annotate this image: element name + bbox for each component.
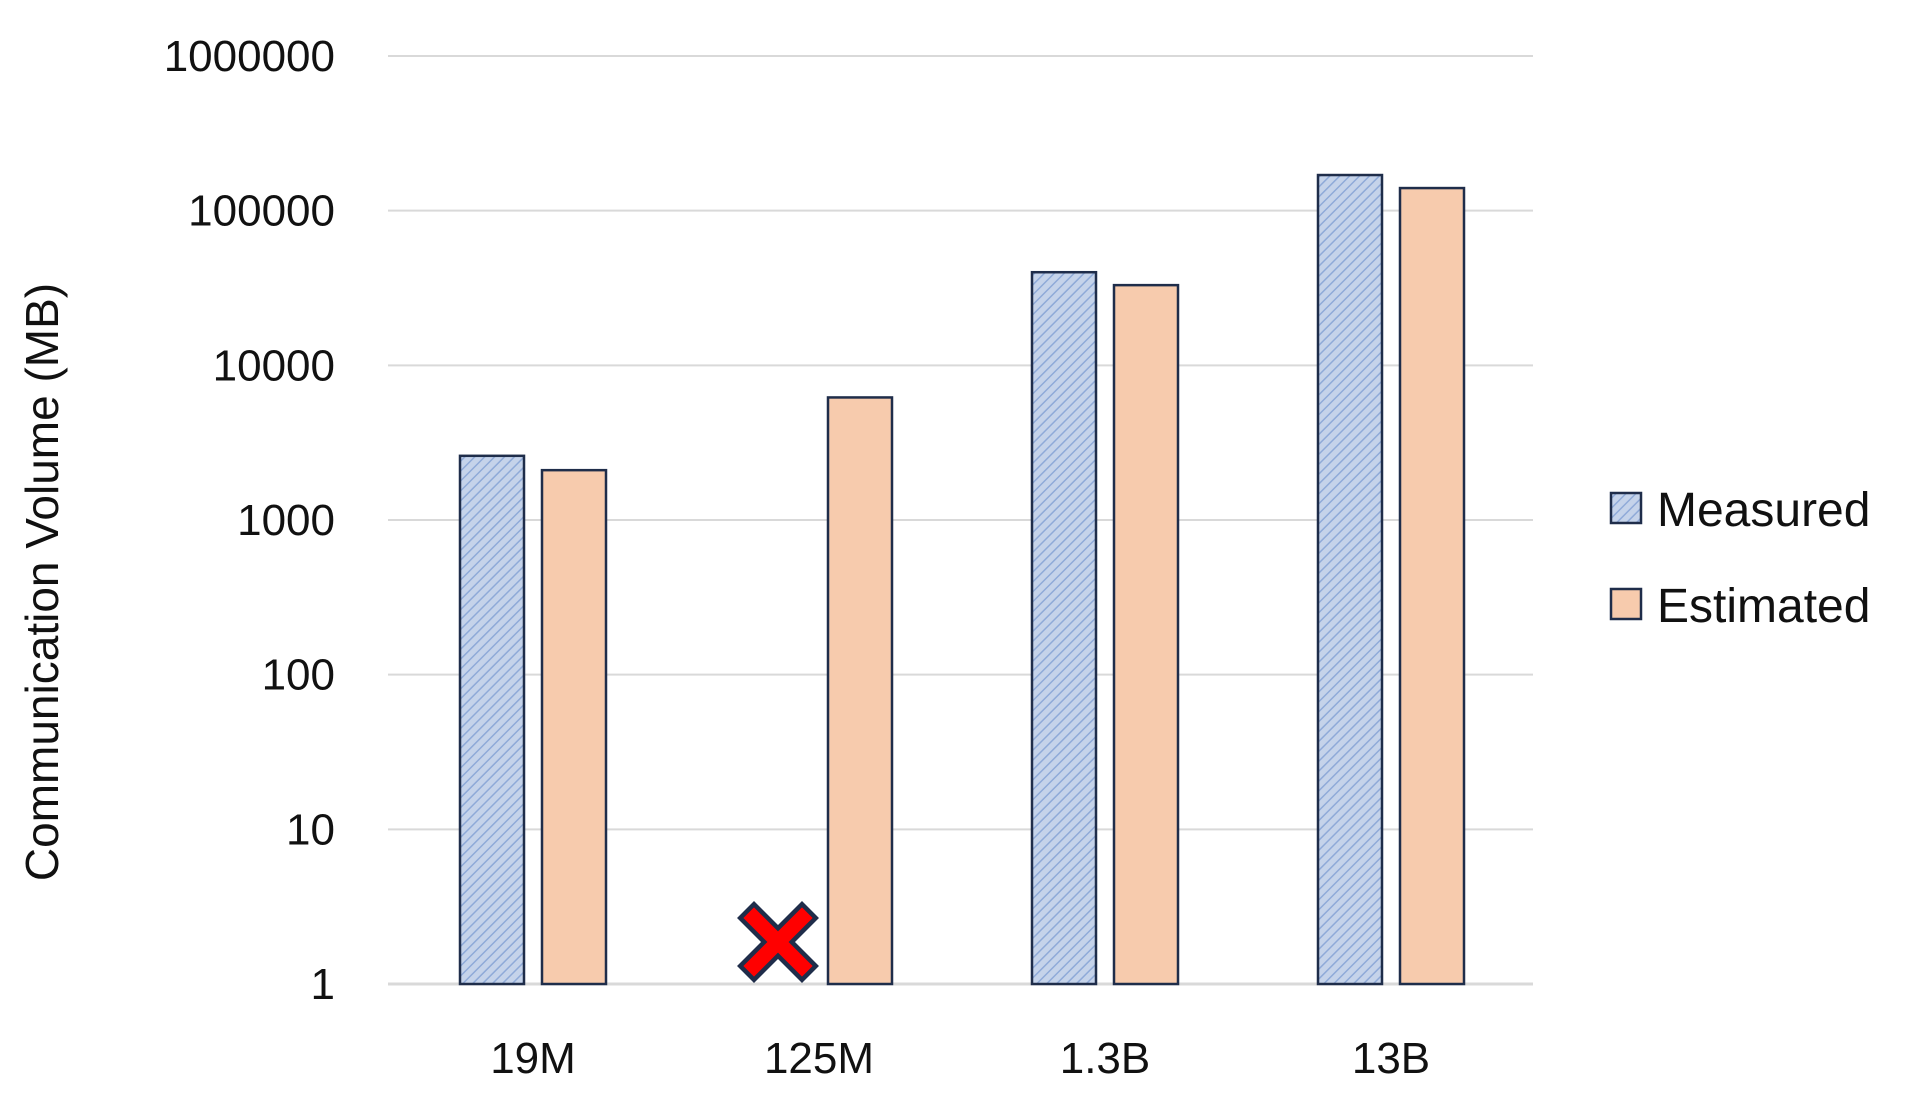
x-tick-label: 13B (1352, 1034, 1430, 1083)
y-tick-label: 10 (286, 805, 335, 854)
legend-label-estimated: Estimated (1657, 580, 1870, 633)
legend-swatch-measured (1609, 491, 1643, 525)
bars (458, 173, 1466, 986)
y-axis-title: Communication Volume (MB) (16, 283, 68, 881)
bar-measured-1_3B (1030, 270, 1098, 986)
x-tick-labels: 19M 125M 1.3B 13B (490, 1034, 1430, 1083)
legend-label-measured: Measured (1657, 484, 1870, 537)
y-tick-label: 10000 (213, 341, 335, 390)
legend-swatch-estimated (1609, 587, 1643, 621)
bar-estimated-13B (1398, 186, 1466, 986)
y-tick-labels: 1 10 100 1000 10000 100000 1000000 (164, 32, 335, 1009)
y-tick-label: 100 (262, 651, 335, 700)
bar-estimated-19M (540, 468, 608, 986)
bar-estimated-125M (826, 396, 894, 986)
missing-markers (737, 901, 819, 983)
bar-measured-19M (458, 454, 526, 986)
x-tick-label: 1.3B (1060, 1034, 1151, 1083)
y-tick-label: 1000000 (164, 32, 335, 81)
x-tick-label: 125M (764, 1034, 874, 1083)
missing-data-x-icon (737, 901, 819, 983)
y-tick-label: 1000 (237, 496, 335, 545)
legend: Measured Estimated (1609, 484, 1870, 633)
bar-measured-13B (1316, 173, 1384, 986)
y-tick-label: 1 (311, 960, 335, 1009)
y-tick-label: 100000 (188, 187, 335, 236)
bar-estimated-1_3B (1112, 283, 1180, 986)
x-tick-label: 19M (490, 1034, 576, 1083)
